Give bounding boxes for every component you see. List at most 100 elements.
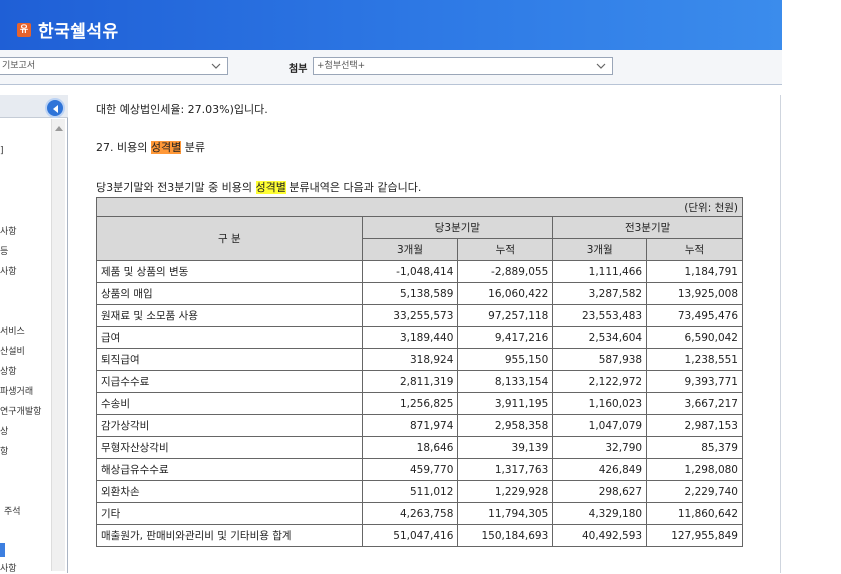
table-row: 무형자산상각비 18,646 39,139 32,790 85,379 — [96, 436, 743, 459]
row-label: 지급수수료 — [96, 370, 363, 393]
attach-select[interactable]: +첨부선택+ — [313, 57, 613, 75]
tree-item[interactable]: 사항 — [0, 227, 17, 237]
attach-label: 첨부 — [289, 64, 308, 75]
tree-item[interactable]: ] — [0, 146, 4, 156]
table-cell: 2,958,358 — [457, 414, 554, 437]
table-row: 외환차손 511,012 1,229,928 298,627 2,229,740 — [96, 480, 743, 503]
tree-item[interactable]: 산설비 — [0, 347, 25, 357]
app-title: 한국쉘석유 — [38, 22, 119, 42]
intro-paragraph: 당3분기말와 전3분기말 중 비용의 성격별 분류내역은 다음과 같습니다. — [96, 179, 421, 195]
table-cell: 2,534,604 — [552, 326, 648, 349]
table-cell: 1,256,825 — [361, 392, 459, 415]
table-cell: 9,393,771 — [646, 370, 743, 393]
row-label: 수송비 — [96, 392, 363, 415]
chevron-down-icon — [596, 63, 606, 69]
tree-item[interactable]: 사항 — [0, 267, 17, 277]
table-cell: 587,938 — [552, 348, 648, 371]
table-cell: 40,492,593 — [552, 524, 648, 547]
tree-item[interactable]: 항 — [0, 447, 9, 457]
column-header: 전3분기말 — [552, 216, 743, 239]
table-cell: 1,229,928 — [457, 480, 554, 503]
app-header: 유 한국쉘석유 — [0, 0, 782, 50]
table-cell: 2,811,319 — [361, 370, 459, 393]
table-cell: 298,627 — [552, 480, 648, 503]
table-cell: 4,329,180 — [552, 502, 648, 525]
table-cell: 318,924 — [361, 348, 459, 371]
table-cell: 2,122,972 — [552, 370, 648, 393]
row-label: 감가상각비 — [96, 414, 363, 437]
company-logo-icon: 유 — [17, 23, 31, 37]
table-cell: 6,590,042 — [646, 326, 743, 349]
tree-scrollbar[interactable] — [51, 119, 65, 571]
row-label: 상품의 매입 — [96, 282, 363, 305]
row-label: 무형자산상각비 — [96, 436, 363, 459]
column-header: 당3분기말 — [361, 216, 554, 239]
table-row: 제품 및 상품의 변동 -1,048,414 -2,889,055 1,111,466… — [96, 260, 743, 283]
table-cell: 13,925,008 — [646, 282, 743, 305]
chevron-left-icon — [53, 105, 58, 113]
table-cell: 9,417,216 — [457, 326, 554, 349]
table-cell: 2,229,740 — [646, 480, 743, 503]
table-cell: -1,048,414 — [361, 260, 459, 283]
row-label: 해상급유수수료 — [96, 458, 363, 481]
tree-item[interactable]: 상 — [0, 427, 9, 437]
table-cell: 1,047,079 — [552, 414, 648, 437]
table-cell: -2,889,055 — [457, 260, 554, 283]
tree-item[interactable]: 연구개발항 — [0, 407, 42, 417]
table-cell: 1,184,791 — [646, 260, 743, 283]
column-header: 구 분 — [96, 216, 363, 261]
table-cell: 3,287,582 — [552, 282, 648, 305]
toolbar: 기보고서 첨부 +첨부선택+ — [0, 50, 782, 85]
table-cell: 150,184,693 — [457, 524, 554, 547]
table-row: 퇴직급여 318,924 955,150 587,938 1,238,551 — [96, 348, 743, 371]
table-cell: 2,987,153 — [646, 414, 743, 437]
table-row: 급여 3,189,440 9,417,216 2,534,604 6,590,042 — [96, 326, 743, 349]
table-body: 제품 및 상품의 변동 -1,048,414 -2,889,055 1,111,466… — [96, 260, 743, 547]
table-cell: 11,860,642 — [646, 502, 743, 525]
table-cell: 511,012 — [361, 480, 459, 503]
report-select[interactable]: 기보고서 — [0, 57, 228, 75]
table-row: 수송비 1,256,825 3,911,195 1,160,023 3,667,217 — [96, 392, 743, 415]
table-row: 상품의 매입 5,138,589 16,060,422 3,287,582 13,925… — [96, 282, 743, 305]
intro-suffix: 분류내역은 다음과 같습니다. — [285, 181, 422, 194]
row-label: 외환차손 — [96, 480, 363, 503]
table-cell: 23,553,483 — [552, 304, 648, 327]
row-label: 기타 — [96, 502, 363, 525]
attach-select-value: +첨부선택+ — [317, 61, 366, 71]
section-heading-suffix: 분류 — [181, 141, 205, 154]
search-highlight: 성격별 — [255, 181, 286, 194]
collapse-panel-button[interactable] — [45, 98, 65, 118]
column-header: 3개월 — [552, 238, 648, 261]
report-select-value: 기보고서 — [2, 61, 36, 71]
document-viewer: 대한 예상법인세율: 27.03%)입니다. 27. 비용의 성격별 분류 당3… — [69, 95, 781, 573]
scroll-up-icon[interactable] — [55, 126, 63, 131]
table-cell: 459,770 — [361, 458, 459, 481]
tree-item[interactable]: 서비스 — [0, 327, 25, 337]
row-label: 퇴직급여 — [96, 348, 363, 371]
document-text-line: 대한 예상법인세율: 27.03%)입니다. — [96, 103, 268, 116]
expense-by-nature-table: (단위: 천원) 구 분 당3분기말 전3분기말 3개월 누적 3개월 누적 제… — [96, 197, 743, 547]
tree-item[interactable]: 파생거래 — [0, 387, 34, 397]
intro-prefix: 당3분기말와 전3분기말 중 비용의 — [96, 181, 256, 194]
tree-item[interactable]: 등 — [0, 247, 9, 257]
table-row: 매출원가, 판매비와관리비 및 기타비용 합계 51,047,416 150,184… — [96, 524, 743, 547]
tree-item[interactable]: 주석 — [4, 507, 21, 517]
row-label: 원재료 및 소모품 사용 — [96, 304, 363, 327]
table-cell: 32,790 — [552, 436, 648, 459]
tree-item[interactable]: 상항 — [0, 367, 17, 377]
tree-item[interactable]: 사항 — [0, 564, 17, 574]
table-cell: 426,849 — [552, 458, 648, 481]
table-cell: 3,667,217 — [646, 392, 743, 415]
section-heading: 27. 비용의 성격별 분류 — [96, 139, 205, 155]
table-cell: 16,060,422 — [457, 282, 554, 305]
table-cell: 3,911,195 — [457, 392, 554, 415]
search-highlight: 성격별 — [150, 141, 182, 154]
table-cell: 871,974 — [361, 414, 459, 437]
table-cell: 1,317,763 — [457, 458, 554, 481]
tree-panel-header — [0, 95, 68, 118]
tree-item-selected[interactable] — [0, 543, 5, 557]
column-header: 3개월 — [361, 238, 459, 261]
table-cell: 955,150 — [457, 348, 554, 371]
table-cell: 33,255,573 — [361, 304, 459, 327]
table-cell: 11,794,305 — [457, 502, 554, 525]
